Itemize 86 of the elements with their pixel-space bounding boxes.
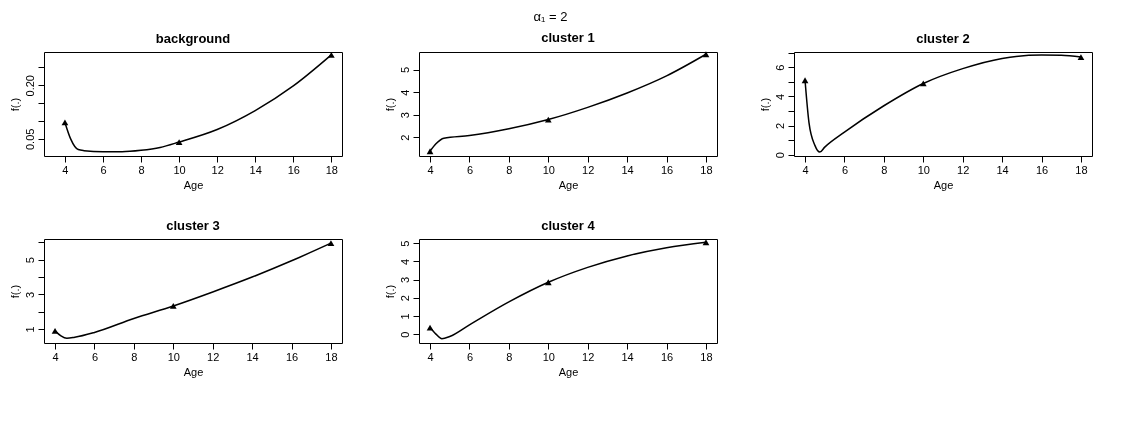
x-tick-label: 14 xyxy=(996,163,1009,176)
x-tick-label: 18 xyxy=(325,163,338,176)
chart-title: cluster 2 xyxy=(916,31,970,46)
x-axis-title: Age xyxy=(183,178,204,191)
x-tick-label: 12 xyxy=(957,163,970,176)
x-tick-label: 12 xyxy=(582,163,595,176)
x-tick-label: 18 xyxy=(700,350,713,363)
y-tick-label: 0 xyxy=(398,331,411,338)
y-tick-label: 4 xyxy=(398,258,411,265)
chart-title: cluster 4 xyxy=(541,218,596,233)
point xyxy=(175,139,183,145)
point xyxy=(426,148,434,155)
y-tick-label: 0.05 xyxy=(23,128,36,151)
y-tick-label: 6 xyxy=(773,64,786,71)
x-tick-label: 14 xyxy=(621,350,634,363)
x-tick-label: 12 xyxy=(582,350,595,363)
y-axis-title: f(.) xyxy=(383,284,396,299)
chart-title: cluster 1 xyxy=(541,30,595,46)
x-tick-label: 10 xyxy=(542,163,555,176)
y-tick-label: 5 xyxy=(398,67,411,74)
x-axis-title: Age xyxy=(558,178,579,191)
x-axis-title: Age xyxy=(183,365,204,378)
y-tick-label: 2 xyxy=(398,134,411,141)
chart-title: background xyxy=(155,30,231,46)
point xyxy=(544,279,552,286)
x-tick-label: 8 xyxy=(881,163,888,176)
x-tick-label: 6 xyxy=(466,350,474,363)
y-tick-label: 5 xyxy=(23,257,36,264)
y-axis-title: f(.) xyxy=(8,284,21,299)
x-axis-title: Age xyxy=(933,178,954,191)
x-tick-label: 14 xyxy=(621,163,634,176)
y-tick-label: 3 xyxy=(398,276,411,284)
x-tick-label: 16 xyxy=(285,350,299,363)
x-tick-label: 8 xyxy=(131,350,138,363)
x-tick-label: 10 xyxy=(917,163,930,176)
x-tick-label: 4 xyxy=(52,350,59,363)
point xyxy=(327,240,335,247)
point xyxy=(51,327,59,334)
text: α₁ = 2 xyxy=(533,8,568,24)
y-axis-title: f(.) xyxy=(383,97,396,112)
y-tick-label: 4 xyxy=(773,93,786,100)
x-tick-label: 10 xyxy=(173,163,186,176)
x-tick-label: 18 xyxy=(325,350,338,363)
x-tick-label: 14 xyxy=(246,350,259,363)
x-tick-label: 14 xyxy=(249,163,262,176)
point xyxy=(801,77,809,84)
point xyxy=(61,119,69,126)
x-tick-label: 16 xyxy=(660,163,674,176)
chart-title: cluster 3 xyxy=(166,218,220,233)
x-tick-label: 8 xyxy=(506,350,513,363)
x-tick-label: 4 xyxy=(427,350,434,363)
x-axis-title: Age xyxy=(558,365,579,378)
x-tick-label: 6 xyxy=(841,163,849,176)
x-tick-label: 10 xyxy=(167,350,180,363)
x-tick-label: 8 xyxy=(138,163,145,176)
x-tick-label: 16 xyxy=(1035,163,1049,176)
x-tick-label: 16 xyxy=(287,163,300,176)
y-tick-label: 4 xyxy=(398,89,411,96)
x-tick-label: 10 xyxy=(542,350,555,363)
y-tick-label: 5 xyxy=(398,240,411,247)
x-tick-label: 4 xyxy=(427,163,434,176)
x-tick-label: 4 xyxy=(62,163,69,176)
y-axis-title: f(.) xyxy=(8,97,21,112)
x-tick-label: 12 xyxy=(211,163,224,176)
x-tick-label: 12 xyxy=(207,350,220,363)
y-tick-label: 3 xyxy=(23,291,36,298)
y-tick-label: 1 xyxy=(398,313,411,320)
y-tick-label: 0 xyxy=(773,152,786,159)
x-tick-label: 6 xyxy=(91,350,99,363)
y-axis-title: f(.) xyxy=(758,97,771,112)
point xyxy=(1077,54,1085,60)
x-tick-label: 6 xyxy=(466,163,474,176)
x-tick-label: 8 xyxy=(506,163,513,176)
x-tick-label: 6 xyxy=(100,163,107,176)
x-tick-label: 18 xyxy=(1075,163,1088,176)
point xyxy=(169,303,177,309)
x-tick-label: 18 xyxy=(700,163,713,176)
y-tick-label: 2 xyxy=(398,295,411,302)
x-tick-label: 16 xyxy=(660,350,674,363)
y-tick-label: 2 xyxy=(773,122,786,130)
x-tick-label: 4 xyxy=(802,163,809,176)
point xyxy=(702,51,710,58)
point xyxy=(702,239,710,246)
y-tick-label: 0.20 xyxy=(23,75,36,97)
y-tick-label: 1 xyxy=(23,326,36,333)
y-tick-label: 3 xyxy=(398,112,411,119)
